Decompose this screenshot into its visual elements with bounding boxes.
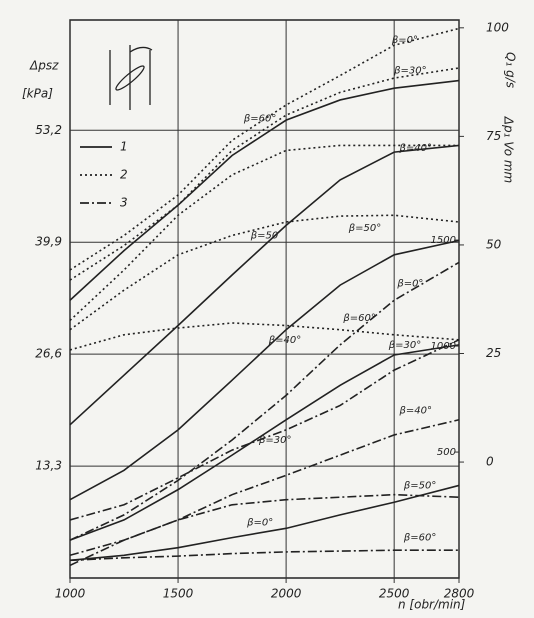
curve-label: β=50° [348,223,382,234]
curve-label: β=0° [391,35,418,46]
series-line [69,67,460,281]
curve-label: β=30° [393,65,427,76]
curve-label: β=60° [342,313,376,324]
y2-axis-label: Δp₁ Vo mm [502,116,516,184]
series-line [69,418,460,557]
x-tick-label: 2000 [271,587,302,601]
x-axis-label: n [obr/min] [398,598,466,612]
y3-tick-label: 1500 [431,235,456,246]
y3-tick-label: 500 [437,447,456,458]
x-tick-label: 2500 [379,587,410,601]
valve-icon [109,45,153,110]
y-tick-label: 26,6 [35,347,62,361]
x-tick-label: 1000 [55,587,86,601]
x-tick-label: 1500 [163,587,194,601]
y2-tick-label: 50 [486,237,502,251]
legend-label: 3 [120,196,128,210]
curve-label: β=30° [258,435,292,446]
y3-axis-label: Q₁ g/s [504,52,518,88]
curve-label: β=60° [403,533,437,544]
y2-tick-label: 25 [486,346,501,360]
x-tick-label: 2800 [444,587,475,601]
curve-label: β=40° [399,143,433,154]
series-line [69,27,460,271]
curve-label: β=40° [399,406,433,417]
curve-label: β=50° [403,480,437,491]
legend-label: 2 [120,168,128,182]
y-tick-label: 53,2 [35,123,62,137]
series-line [69,484,460,562]
curve-label: β=50 [250,230,279,241]
series-line [69,339,460,521]
series-line [69,144,459,322]
y-axis-unit: [kPa] [22,87,53,101]
curve-label: β=0° [396,278,423,289]
y-tick-label: 13,3 [35,459,62,473]
series-line [69,322,460,351]
series-line [69,144,460,426]
series-line [69,549,459,562]
y2-tick-label: 100 [486,20,509,34]
series-line [69,239,460,501]
curve-label: β=0° [246,517,273,528]
y2-tick-label: 0 [486,455,494,469]
y-axis-label: Δpsz [29,59,59,73]
series-line [69,493,460,567]
series-line [69,79,460,301]
y2-tick-label: 75 [486,129,501,143]
series-line [69,261,460,541]
curve-label: β=60° [243,113,277,124]
series-line [69,344,460,541]
curve-label: β=40° [268,335,302,346]
y-tick-label: 39,9 [35,235,62,249]
series-line [69,214,460,331]
curve-label: β=30° [388,340,422,351]
legend-label: 1 [120,140,128,154]
